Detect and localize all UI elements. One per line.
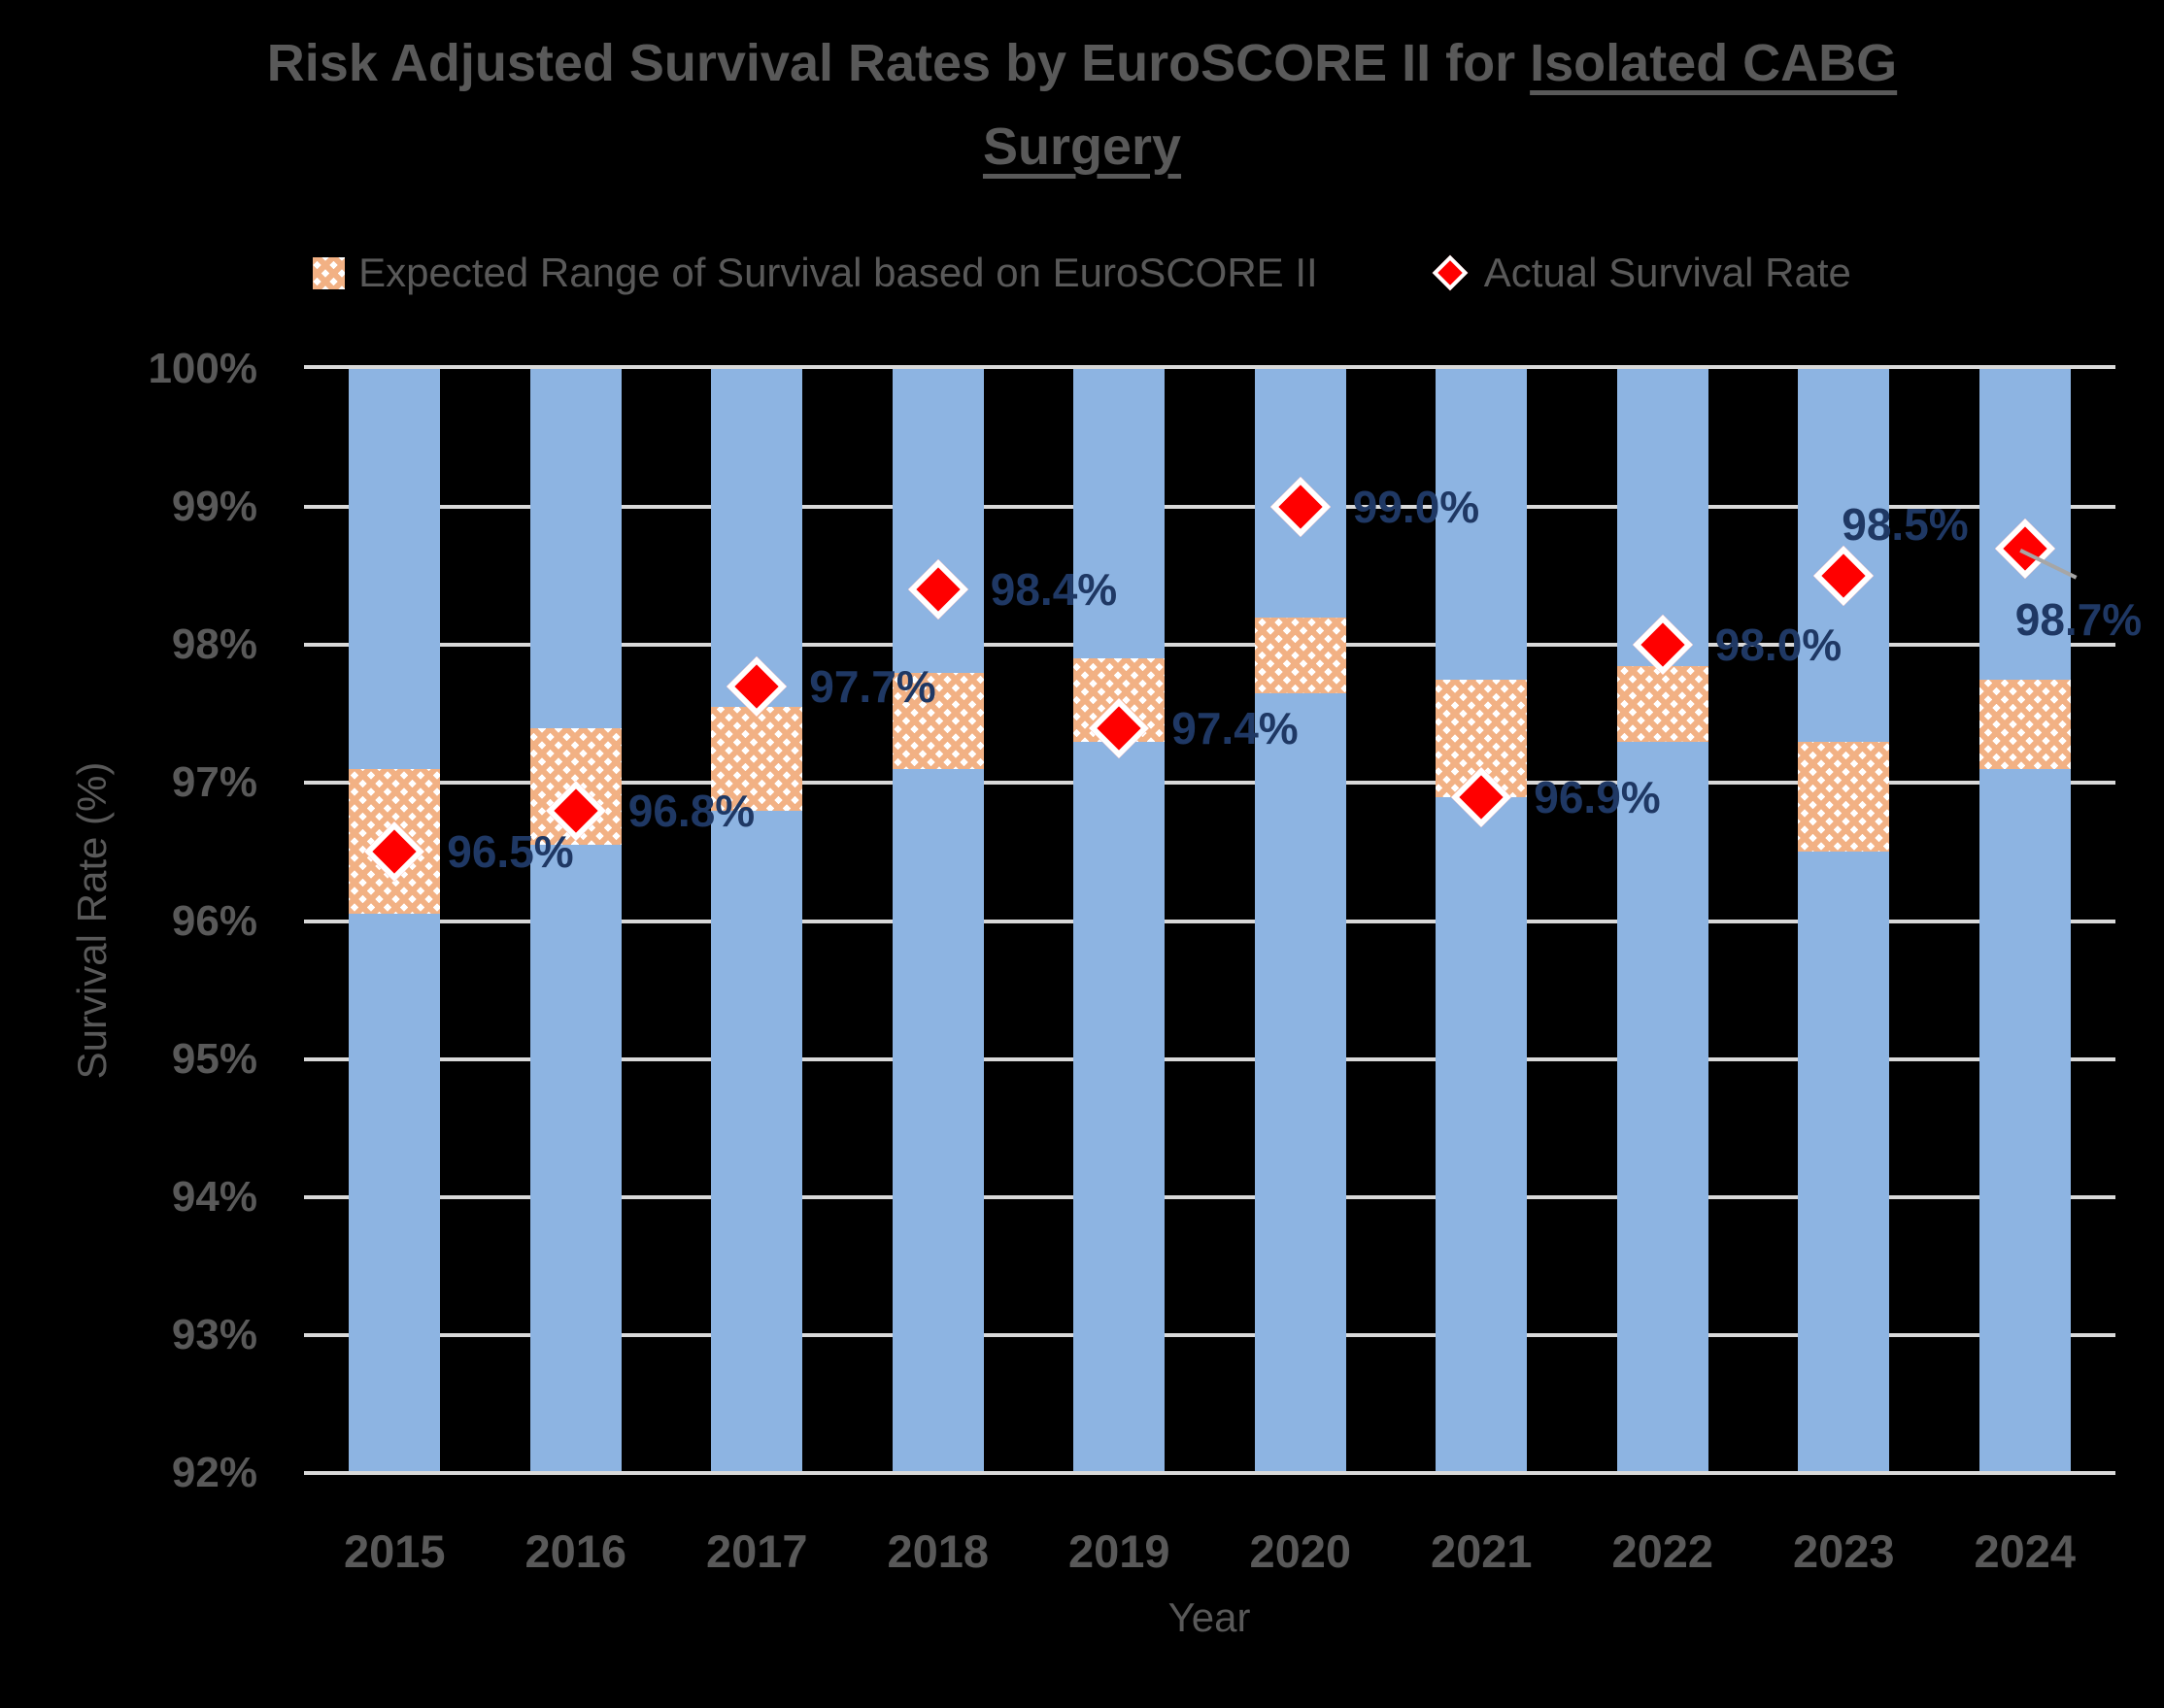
legend-item-expected-range: Expected Range of Survival based on Euro…: [313, 250, 1318, 296]
y-tick-95: 95%: [171, 1034, 257, 1083]
gridline-95: [304, 1056, 2115, 1061]
bar-2017: [711, 369, 803, 1473]
bar-2015: [349, 369, 441, 1473]
gridline-93: [304, 1332, 2115, 1337]
y-tick-97: 97%: [171, 758, 257, 807]
x-tick-2018: 2018: [887, 1525, 990, 1577]
bar-2021: [1436, 369, 1528, 1473]
bar-2018: [892, 369, 984, 1473]
expected-range-2018: [892, 672, 984, 770]
gridline-97: [304, 781, 2115, 786]
bar-2022: [1616, 369, 1708, 1473]
x-tick-2020: 2020: [1249, 1525, 1352, 1577]
legend-label-actual-rate: Actual Survival Rate: [1483, 250, 1851, 295]
bar-2019: [1073, 369, 1166, 1473]
bar-2020: [1254, 369, 1346, 1473]
gridline-98: [304, 643, 2115, 648]
actual-rate-diamond-icon: [1432, 254, 1469, 291]
y-tick-92: 92%: [171, 1449, 257, 1496]
y-tick-98: 98%: [171, 620, 257, 669]
x-tick-2017: 2017: [705, 1525, 808, 1577]
y-tick-94: 94%: [171, 1172, 257, 1221]
x-tick-2024: 2024: [1974, 1525, 2077, 1577]
data-label-2018: 98.4%: [990, 564, 1118, 616]
x-tick-2021: 2021: [1430, 1525, 1533, 1577]
x-tick-2023: 2023: [1792, 1525, 1895, 1577]
gridline-100: [304, 365, 2115, 369]
data-label-2020: 99.0%: [1352, 482, 1480, 533]
expected-range-2017: [711, 707, 803, 811]
expected-range-2022: [1616, 665, 1708, 742]
chart-title-underlined-line2: Surgery: [982, 117, 1182, 177]
expected-range-2020: [1254, 617, 1346, 693]
y-tick-96: 96%: [171, 896, 257, 945]
data-label-2015: 96.5%: [447, 826, 574, 878]
x-tick-2015: 2015: [343, 1525, 446, 1577]
legend-item-actual-rate: Actual Survival Rate: [1430, 250, 1851, 296]
x-tick-2019: 2019: [1067, 1525, 1170, 1577]
chart-title-main: Risk Adjusted Survival Rates by EuroSCOR…: [266, 34, 1531, 92]
data-label-2016: 96.8%: [627, 785, 756, 836]
data-label-2023: 98.5%: [1842, 499, 1969, 551]
y-tick-93: 93%: [171, 1310, 257, 1358]
expected-range-2023: [1798, 741, 1890, 853]
expected-range-2015: [349, 769, 441, 915]
legend-label-expected-range: Expected Range of Survival based on Euro…: [358, 250, 1318, 295]
data-label-2019: 97.4%: [1171, 702, 1299, 754]
data-label-2022: 98.0%: [1714, 620, 1843, 671]
gridline-94: [304, 1194, 2115, 1199]
gridline-99: [304, 505, 2115, 510]
data-label-2017: 97.7%: [809, 660, 936, 712]
gridline-96: [304, 919, 2115, 923]
chart-title: Risk Adjusted Survival Rates by EuroSCOR…: [0, 21, 2164, 189]
y-tick-100: 100%: [148, 345, 257, 392]
x-axis-line: [304, 1471, 2115, 1475]
bar-2016: [529, 369, 622, 1473]
y-tick-99: 99%: [171, 483, 257, 531]
x-axis-title: Year: [1167, 1594, 1251, 1640]
expected-range-2024: [1978, 679, 2071, 770]
chart-title-underlined-line1: Isolated CABG: [1530, 34, 1898, 92]
data-label-2024: 98.7%: [2014, 593, 2143, 645]
expected-range-swatch-icon: [313, 256, 346, 289]
x-tick-2016: 2016: [524, 1525, 627, 1577]
data-label-2021: 96.9%: [1534, 771, 1661, 822]
legend: Expected Range of Survival based on Euro…: [0, 241, 2164, 305]
x-tick-2022: 2022: [1611, 1525, 1714, 1577]
